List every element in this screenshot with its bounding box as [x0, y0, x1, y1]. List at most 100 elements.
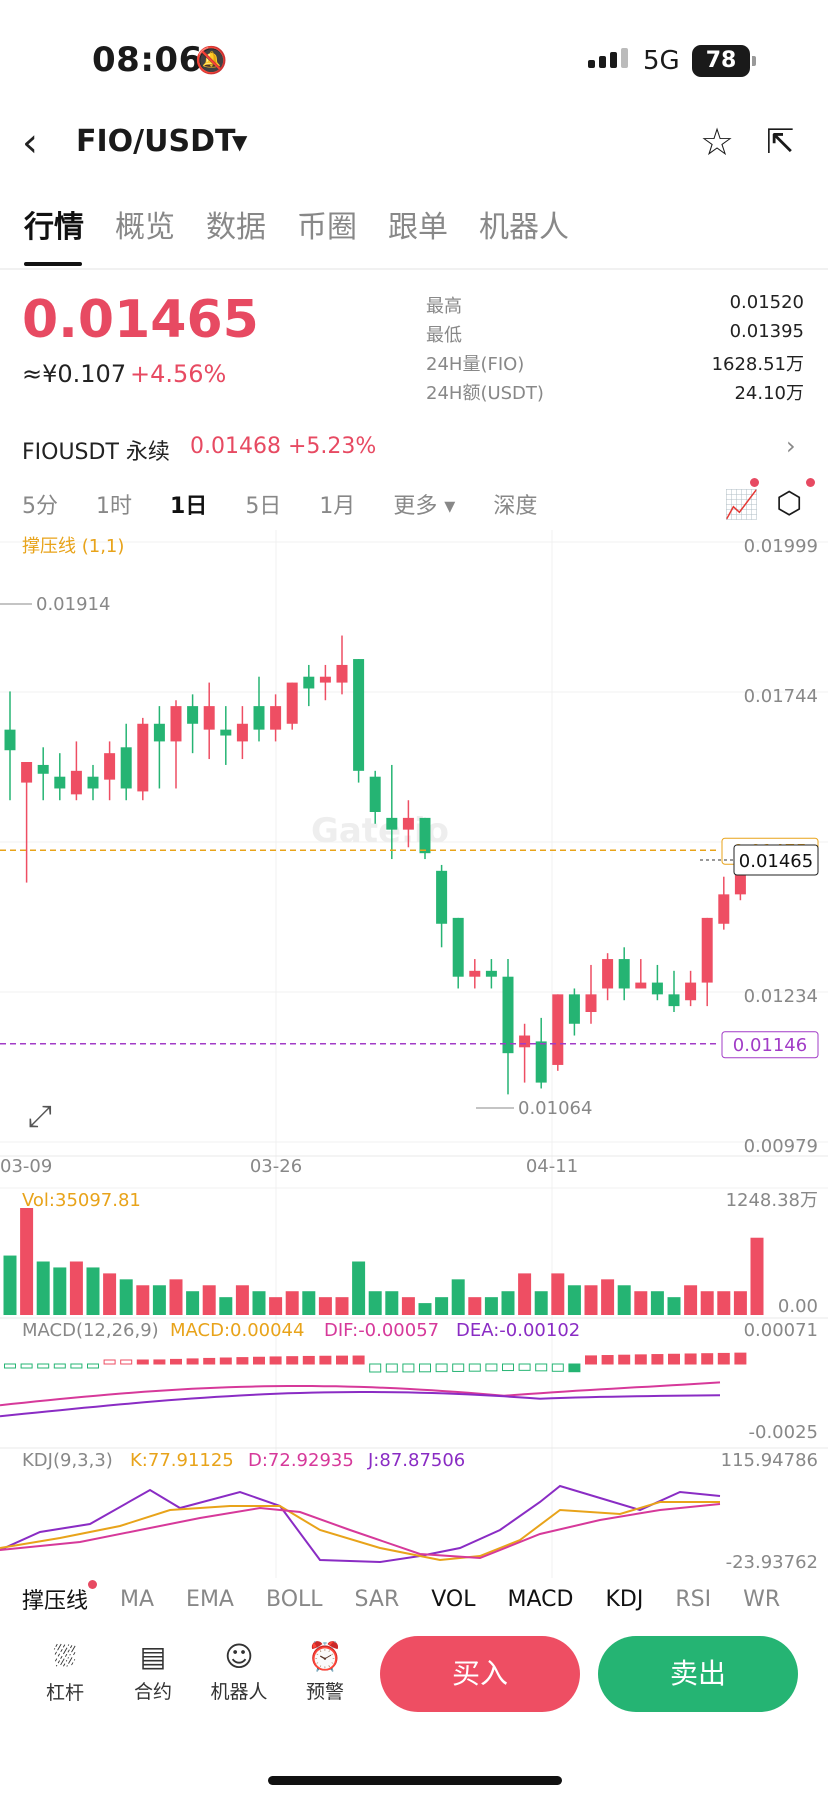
candle-body: [552, 994, 564, 1065]
ind-sar[interactable]: SAR: [354, 1586, 400, 1612]
nav-alert[interactable]: ⏰ 预警: [290, 1640, 360, 1704]
price-cny: ≈¥0.107: [22, 360, 127, 388]
kdj-j: J:87.87506: [367, 1450, 465, 1471]
nav-contract[interactable]: ▤ 合约: [118, 1640, 188, 1704]
perp-name[interactable]: FIOUSDT 永续: [22, 440, 170, 465]
ind-kdj[interactable]: KDJ: [605, 1586, 644, 1612]
tab-data[interactable]: 数据: [206, 210, 266, 245]
expand-icon: ⤢: [28, 1099, 52, 1134]
vol-bar: [69, 1261, 83, 1315]
kdj-label: KDJ(9,3,3): [22, 1450, 113, 1471]
stat-volume-label: 24H量(FIO): [426, 354, 525, 375]
tf-5m[interactable]: 5分: [22, 494, 58, 519]
vol-bar: [435, 1297, 449, 1315]
vol-bar: [352, 1261, 366, 1315]
back-icon[interactable]: ‹: [22, 120, 38, 166]
pair-dropdown-icon[interactable]: ▼: [232, 130, 248, 154]
vol-bar: [700, 1291, 714, 1315]
tab-bot[interactable]: 机器人: [479, 210, 569, 245]
tab-overview[interactable]: 概览: [115, 210, 175, 245]
kline-chart[interactable]: 0.019990.017440.014890.012340.00979Gate.…: [0, 530, 828, 1578]
ind-boll[interactable]: BOLL: [265, 1586, 323, 1612]
vol-top-label: 1248.38万: [726, 1190, 818, 1211]
active-tab-indicator: [24, 262, 82, 266]
candle-body: [70, 770, 82, 795]
vol-bar: [584, 1285, 598, 1315]
vol-bar: [418, 1303, 432, 1315]
vol-bar: [501, 1291, 515, 1315]
price-change: +4.56%: [130, 360, 227, 388]
indicator-chart-icon[interactable]: 📈: [724, 488, 759, 521]
tab-market[interactable]: 行情: [24, 210, 84, 245]
vol-bar: [318, 1297, 332, 1315]
ind-rsi[interactable]: RSI: [675, 1586, 712, 1612]
macd-bar: [551, 1363, 564, 1372]
stat-high-value: 0.01520: [729, 292, 804, 313]
tf-1d[interactable]: 1日: [170, 494, 208, 519]
candle-body: [220, 729, 232, 736]
macd-top-label: 0.00071: [744, 1320, 818, 1341]
candle-body: [419, 817, 431, 854]
perp-price: 0.01468: [190, 434, 281, 459]
vol-bar: [252, 1291, 266, 1315]
tf-more[interactable]: 更多 ▾: [393, 494, 456, 519]
macd-bar: [419, 1363, 431, 1373]
tf-5d[interactable]: 5日: [245, 494, 282, 519]
ind-vol[interactable]: VOL: [431, 1586, 476, 1612]
ind-ema[interactable]: EMA: [186, 1586, 234, 1612]
kdj-top-label: 115.94786: [721, 1450, 818, 1471]
vol-bar: [385, 1291, 399, 1315]
ind-macd[interactable]: MACD: [507, 1586, 574, 1612]
vol-bar: [534, 1291, 548, 1315]
ind-sr-line[interactable]: 撑压线: [22, 1589, 89, 1614]
candle-body: [120, 747, 132, 789]
macd-bar: [236, 1357, 249, 1365]
candle-body: [568, 994, 580, 1024]
buy-button[interactable]: 买入: [380, 1636, 580, 1712]
kdj-bottom-label: -23.93762: [726, 1552, 818, 1573]
ind-wr[interactable]: WR: [743, 1586, 781, 1612]
sell-button[interactable]: 卖出: [598, 1636, 798, 1712]
stat-volume-value: 1628.51万: [711, 354, 804, 375]
tab-copy-trade[interactable]: 跟单: [388, 210, 448, 245]
status-time: 08:06: [92, 40, 203, 80]
dea-line: [0, 1391, 721, 1418]
tf-1mo[interactable]: 1月: [319, 494, 356, 519]
macd-bar: [634, 1354, 647, 1365]
ind-ma[interactable]: MA: [120, 1586, 155, 1612]
timeframe-bar: 5分 1时 1日 5日 1月 更多 ▾ 深度: [22, 488, 575, 520]
candle-body: [236, 723, 248, 742]
vol-bar: [484, 1297, 498, 1315]
stat-turnover-label: 24H额(USDT): [426, 383, 544, 404]
macd-bar: [319, 1355, 332, 1365]
support-tag-box: [721, 1031, 819, 1059]
macd-bar: [153, 1359, 166, 1365]
notification-dot: [88, 1580, 97, 1589]
candle-body: [87, 776, 99, 789]
chevron-right-icon[interactable]: ›: [786, 432, 796, 460]
tf-depth[interactable]: 深度: [493, 494, 538, 519]
favorite-star-icon[interactable]: ☆: [700, 120, 735, 164]
macd-bar: [684, 1353, 697, 1365]
tf-1h[interactable]: 1时: [96, 494, 132, 519]
notification-dot: [806, 478, 815, 487]
tab-community[interactable]: 币圈: [297, 210, 357, 245]
nav-bot[interactable]: ☺ 机器人: [204, 1640, 274, 1704]
network-type: 5G: [643, 46, 680, 76]
macd-bottom-label: -0.0025: [749, 1422, 818, 1443]
candle-body: [369, 776, 381, 812]
settings-hex-icon[interactable]: ⬡: [776, 486, 803, 521]
vol-bar: [717, 1291, 731, 1315]
pair-title[interactable]: FIO/USDT: [76, 124, 236, 159]
high-label: 0.01914: [36, 594, 110, 615]
candle-body: [253, 706, 265, 730]
macd-bar: [4, 1363, 16, 1369]
notification-dot: [750, 478, 759, 487]
candle-body: [535, 1041, 547, 1083]
share-icon[interactable]: ⇱: [766, 122, 795, 162]
macd-bar: [170, 1358, 182, 1365]
macd-bar: [402, 1363, 415, 1373]
vol-bar: [186, 1291, 200, 1315]
macd-bar: [435, 1363, 448, 1373]
nav-margin[interactable]: ⛆ 杠杆: [30, 1640, 100, 1705]
